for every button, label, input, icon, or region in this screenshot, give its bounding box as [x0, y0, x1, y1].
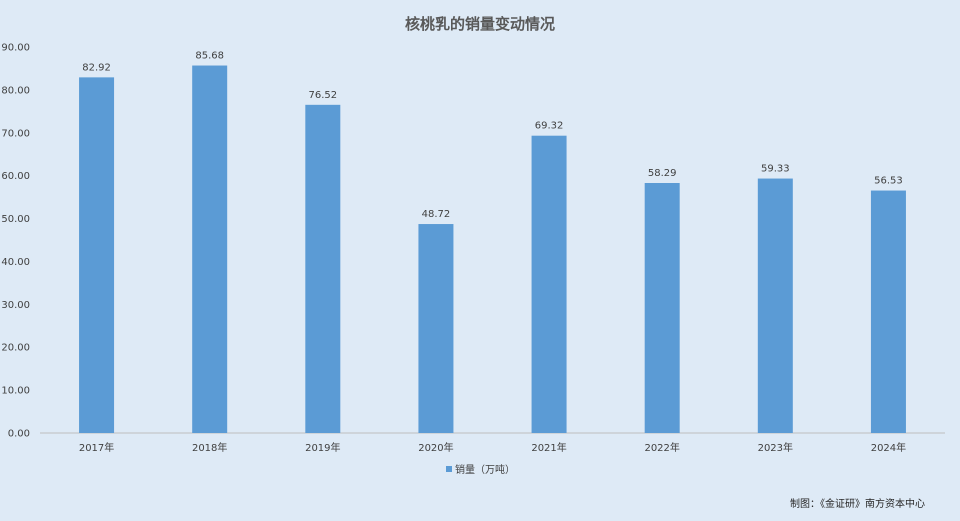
bar	[757, 178, 793, 433]
data-label: 85.68	[195, 51, 224, 62]
x-tick-label: 2024年	[871, 441, 906, 454]
legend-label: 销量（万吨）	[455, 463, 515, 476]
x-tick-label: 2020年	[418, 441, 453, 454]
y-tick-label: 30.00	[1, 300, 30, 311]
data-label: 76.52	[308, 90, 337, 101]
x-tick-label: 2022年	[644, 441, 679, 454]
y-tick-label: 90.00	[1, 43, 30, 54]
x-tick-label: 2019年	[305, 441, 340, 454]
x-tick-label: 2018年	[192, 441, 227, 454]
data-label: 59.33	[761, 164, 790, 175]
y-tick-label: 40.00	[1, 257, 30, 268]
x-axis: 2017年 2018年 2019年 2020年 2021年 2022年 2023年 2024年	[79, 441, 906, 454]
source-note: 制图：《金证研》南方资本中心	[790, 497, 925, 510]
y-tick-label: 80.00	[1, 85, 30, 96]
y-tick-label: 10.00	[1, 386, 30, 397]
bar	[305, 104, 341, 434]
x-tick-label: 2023年	[758, 441, 793, 454]
legend: 销量（万吨）	[446, 463, 515, 476]
x-tick-label: 2017年	[79, 441, 114, 454]
legend-swatch	[446, 466, 452, 472]
bar	[644, 183, 680, 433]
data-label: 48.72	[422, 209, 451, 220]
y-tick-label: 60.00	[1, 171, 30, 182]
bar	[531, 135, 567, 434]
bar	[192, 65, 228, 433]
bar	[418, 224, 454, 433]
x-tick-label: 2021年	[531, 441, 566, 454]
data-label: 82.92	[82, 62, 111, 73]
y-tick-label: 50.00	[1, 214, 30, 225]
data-label: 56.53	[874, 176, 903, 187]
y-axis: 0.00 10.00 20.00 30.00 40.00 50.00 60.00 70.00 8…	[1, 43, 30, 440]
bar	[79, 77, 115, 434]
bars-group: 82.92 85.68 76.52 48.72 69.32 58.29 59.33 56.53	[79, 51, 906, 434]
y-tick-label: 0.00	[8, 429, 30, 440]
data-label: 58.29	[648, 168, 677, 179]
chart-title: 核桃乳的销量变动情况	[405, 15, 555, 33]
data-label: 69.32	[535, 121, 564, 132]
y-tick-label: 70.00	[1, 128, 30, 139]
bar	[870, 190, 906, 433]
y-tick-label: 20.00	[1, 343, 30, 354]
